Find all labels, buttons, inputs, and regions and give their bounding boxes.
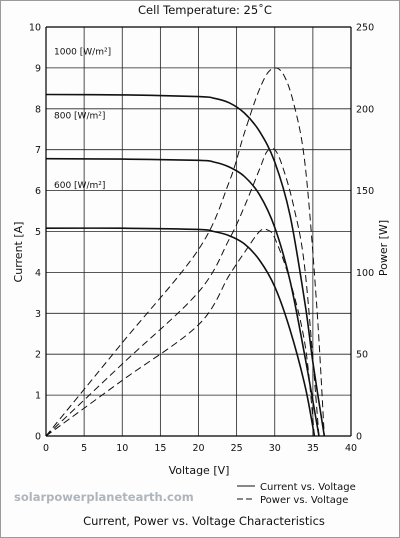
current-curve-600 [45, 227, 316, 437]
y-left-tick-label: 10 [29, 23, 41, 34]
chart-title: Cell Temperature: 25˚C [138, 2, 272, 17]
y-left-tick-label: 9 [35, 63, 41, 74]
y-left-tick-label: 7 [35, 145, 41, 156]
y-left-tick-label: 3 [35, 309, 41, 320]
legend: Current vs. Voltage Power vs. Voltage [237, 482, 356, 506]
y-right-tick-label: 100 [356, 268, 374, 279]
irradiance-label-600: 600 [W/m²] [54, 181, 105, 191]
x-axis-label: Voltage [V] [169, 464, 230, 477]
y-right-tick-label: 200 [356, 104, 374, 115]
chart-subtitle: Current, Power vs. Voltage Characteristi… [83, 514, 325, 528]
y-left-tick-label: 6 [35, 186, 41, 197]
x-tick-label: 5 [81, 443, 87, 454]
x-tick-label: 15 [154, 443, 166, 454]
x-tick-label: 40 [345, 443, 357, 454]
grid [46, 27, 351, 436]
power-curve-600 [45, 228, 315, 437]
x-tick-label: 20 [192, 443, 204, 454]
current-curve-1000 [45, 93, 326, 437]
power-curve-1000 [45, 67, 325, 437]
power-curve-800 [45, 147, 320, 437]
x-tick-label: 35 [307, 443, 319, 454]
y-left-tick-label: 0 [35, 432, 41, 443]
y-left-tick-label: 8 [35, 104, 41, 115]
watermark: solarpowerplanetearth.com [14, 490, 194, 504]
axes [45, 26, 352, 437]
y-left-tick-label: 4 [35, 268, 41, 279]
y-axis-right-label: Power [W] [377, 220, 390, 276]
legend-label-current: Current vs. Voltage [260, 482, 356, 493]
y-left-tick-label: 2 [35, 350, 41, 361]
tick-labels: 0 5 10 15 20 25 30 35 40012345678910050100150200… [29, 23, 374, 455]
y-right-tick-label: 150 [356, 186, 374, 197]
x-tick-label: 10 [116, 443, 128, 454]
legend-label-power: Power vs. Voltage [260, 495, 348, 506]
curves: 1000 [W/m²] 800 [W/m²] 600 [W/m²] [45, 47, 326, 437]
current-curve-800 [45, 157, 320, 437]
x-tick-label: 25 [231, 443, 243, 454]
y-left-tick-label: 1 [35, 391, 41, 402]
y-right-tick-label: 250 [356, 23, 374, 34]
irradiance-label-1000: 1000 [W/m²] [54, 47, 111, 57]
y-axis-left-label: Current [A] [12, 222, 25, 283]
y-right-tick-label: 0 [356, 432, 362, 443]
irradiance-label-800: 800 [W/m²] [54, 112, 105, 122]
x-tick-label: 0 [43, 443, 49, 454]
y-right-tick-label: 50 [356, 350, 368, 361]
x-tick-label: 30 [269, 443, 281, 454]
y-left-tick-label: 5 [35, 227, 41, 238]
